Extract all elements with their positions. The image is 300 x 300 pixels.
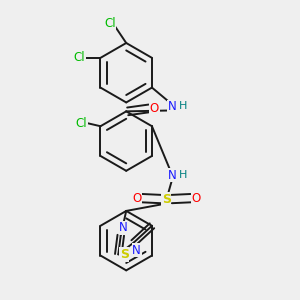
Text: O: O: [150, 102, 159, 115]
Text: S: S: [120, 248, 129, 261]
Text: N: N: [168, 100, 177, 113]
Text: N: N: [168, 169, 177, 182]
Text: O: O: [132, 192, 141, 205]
Text: H: H: [178, 170, 187, 180]
Text: Cl: Cl: [74, 51, 85, 64]
Text: N: N: [132, 244, 141, 256]
Text: S: S: [162, 193, 171, 206]
Text: Cl: Cl: [75, 117, 87, 130]
Text: H: H: [178, 101, 187, 111]
Text: N: N: [119, 221, 128, 234]
Text: Cl: Cl: [104, 17, 116, 30]
Text: O: O: [191, 192, 201, 205]
